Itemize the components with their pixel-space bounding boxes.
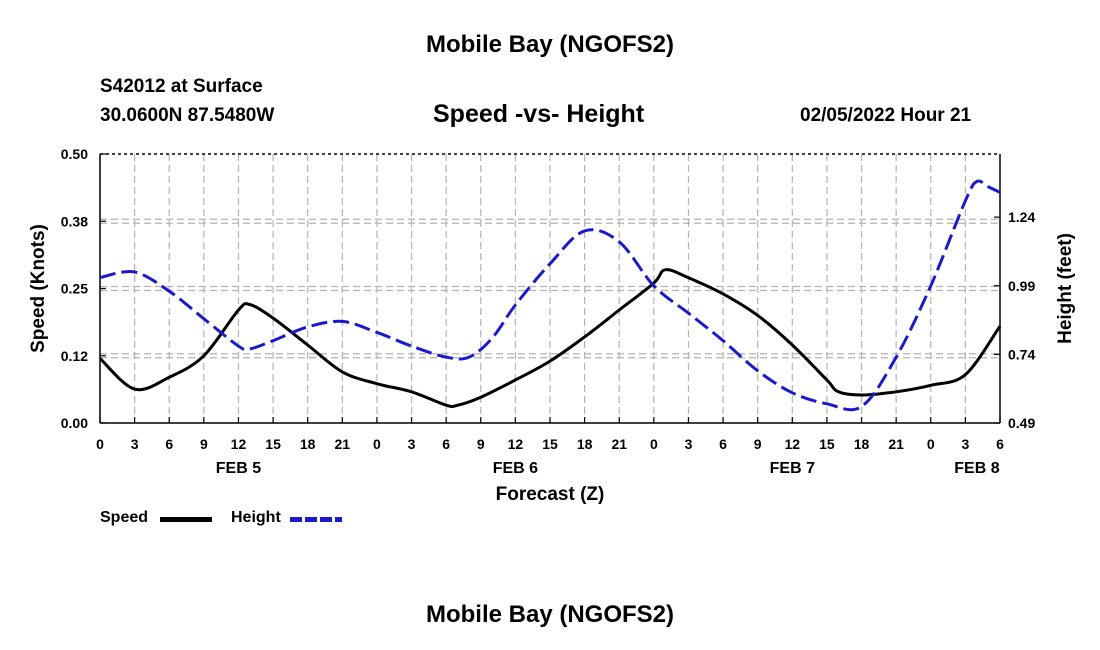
x-tick-label: 0 (927, 436, 935, 452)
day-label: FEB 6 (493, 460, 538, 477)
x-tick-label: 3 (685, 436, 693, 452)
x-tick-label: 6 (719, 436, 727, 452)
x-tick-label: 6 (165, 436, 173, 452)
y-left-tick-label: 0.50 (61, 146, 88, 162)
forecast-datetime: 02/05/2022 Hour 21 (800, 105, 972, 126)
chart-subtitle: Speed -vs- Height (433, 100, 645, 128)
x-tick-label: 3 (408, 436, 416, 452)
height-series-line (99, 179, 1001, 412)
x-tick-label: 6 (442, 436, 450, 452)
x-axis-title: Forecast (Z) (496, 484, 605, 505)
day-label: FEB 5 (216, 460, 261, 477)
y-left-tick-label: 0.25 (61, 281, 88, 297)
x-tick-label: 21 (888, 436, 904, 452)
x-tick-label: 15 (819, 436, 835, 452)
x-tick-label: 9 (477, 436, 485, 452)
x-tick-label: 3 (131, 436, 139, 452)
x-tick-label: 0 (96, 436, 104, 452)
x-tick-label: 18 (854, 436, 870, 452)
station-label: S42012 at Surface (100, 76, 263, 97)
y-right-axis-title: Height (feet) (1055, 233, 1076, 344)
next-chart-title: Mobile Bay (NGOFS2) (425, 601, 675, 628)
y-left-tick-label: 0.38 (61, 213, 88, 229)
x-tick-label: 9 (200, 436, 208, 452)
y-right-tick-label: 0.49 (1008, 415, 1035, 431)
x-tick-label: 0 (650, 436, 658, 452)
legend-speed-label: Speed (100, 509, 149, 526)
x-tick-label: 18 (577, 436, 593, 452)
legend-height-label: Height (231, 509, 281, 526)
legend-height-line (290, 517, 342, 522)
x-tick-label: 9 (754, 436, 762, 452)
x-tick-label: 6 (996, 436, 1004, 452)
y-left-tick-label: 0.00 (61, 415, 88, 431)
x-tick-label: 18 (300, 436, 316, 452)
coordinates-label: 30.0600N 87.5480W (100, 105, 275, 126)
day-label: FEB 8 (954, 460, 999, 477)
x-tick-label: 12 (508, 436, 524, 452)
y-left-tick-label: 0.12 (61, 348, 88, 364)
x-tick-label: 12 (785, 436, 801, 452)
x-tick-label: 15 (265, 436, 281, 452)
speed-height-chart: 0 3 6 9 12 15 18 21 0 3 6 9 12 15 18 21 0 3 6 9 12 15 18 21 0 3 60… (28, 146, 1076, 505)
x-tick-label: 3 (961, 436, 969, 452)
y-left-axis-title: Speed (Knots) (28, 224, 49, 353)
speed-series-line (98, 268, 1002, 409)
y-right-tick-label: 0.99 (1008, 278, 1035, 294)
x-tick-label: 15 (542, 436, 558, 452)
x-tick-label: 12 (231, 436, 247, 452)
chart-title: Mobile Bay (NGOFS2) (425, 31, 675, 58)
x-tick-label: 21 (335, 436, 351, 452)
day-label: FEB 7 (770, 460, 815, 477)
legend-speed-line (160, 517, 212, 522)
y-right-tick-label: 1.24 (1008, 209, 1035, 225)
x-tick-label: 21 (611, 436, 627, 452)
y-right-tick-label: 0.74 (1008, 346, 1035, 362)
x-tick-label: 0 (373, 436, 381, 452)
